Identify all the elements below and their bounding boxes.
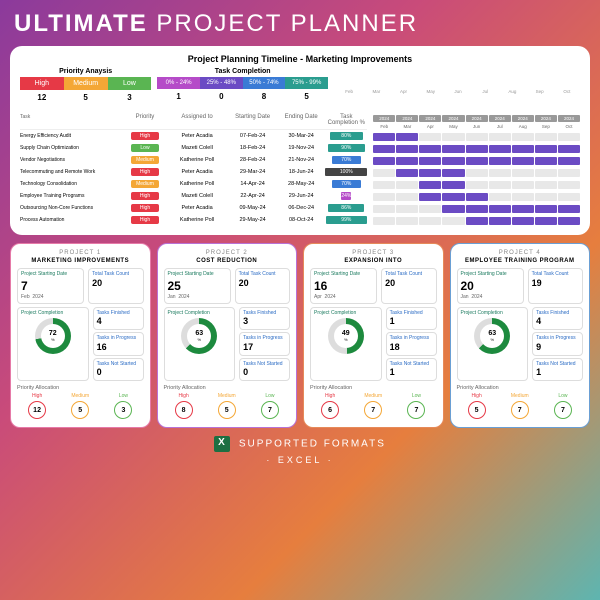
- excel-icon: [214, 436, 230, 452]
- project-card: PROJECT 1 MARKETING IMPROVEMENTS Project…: [10, 243, 151, 428]
- project-card: PROJECT 3 EXPANSION INTO Project Startin…: [303, 243, 444, 428]
- table-row: Employee Training Programs High Mazeti C…: [20, 190, 367, 202]
- month-row: FebMarAprMayJunJulAugSepOct: [373, 124, 580, 129]
- project-card: PROJECT 4 EMPLOYEE TRAINING PROGRAM Proj…: [450, 243, 591, 428]
- completion-values: 1085: [157, 89, 328, 104]
- table-row: Telecommuting and Remote Work High Peter…: [20, 166, 367, 178]
- timeline-panel: Project Planning Timeline - Marketing Im…: [10, 46, 590, 235]
- table-row: Technology Consolidation Medium Katherin…: [20, 178, 367, 190]
- month-bars: FebMarAprMayJunJulAugSepOct: [336, 68, 580, 94]
- priority-title: Priority Anaysis: [20, 68, 151, 75]
- completion-header: 0% - 24%25% - 48%50% - 74%75% - 99%: [157, 77, 328, 89]
- completion-title: Task Completion: [157, 68, 328, 75]
- page-title: ULTIMATE PROJECT PLANNER: [0, 0, 600, 46]
- footer-excel: · EXCEL ·: [0, 455, 600, 465]
- year-row: 202420242024202420242024202420242024: [373, 115, 580, 122]
- table-row: Outsourcing Non-Core Functions High Pete…: [20, 202, 367, 214]
- footer-formats: SUPPORTED FORMATS: [0, 436, 600, 452]
- table-header: Task Priority Assigned to Starting Date …: [20, 111, 367, 130]
- table-row: Vendor Negotiations Medium Katherine Pol…: [20, 154, 367, 166]
- table-body: Energy Efficiency Audit High Peter Acadi…: [20, 130, 367, 226]
- table-row: Energy Efficiency Audit High Peter Acadi…: [20, 130, 367, 142]
- table-row: Supply Chain Optimization Low Mazeti Col…: [20, 142, 367, 154]
- project-cards: PROJECT 1 MARKETING IMPROVEMENTS Project…: [10, 243, 590, 428]
- priority-values: 1253: [20, 90, 151, 105]
- table-row: Process Automation High Katherine Poll 2…: [20, 214, 367, 226]
- gantt-chart: [373, 131, 580, 227]
- project-card: PROJECT 2 COST REDUCTION Project Startin…: [157, 243, 298, 428]
- timeline-title: Project Planning Timeline - Marketing Im…: [20, 54, 580, 64]
- priority-header: HighMediumLow: [20, 77, 151, 90]
